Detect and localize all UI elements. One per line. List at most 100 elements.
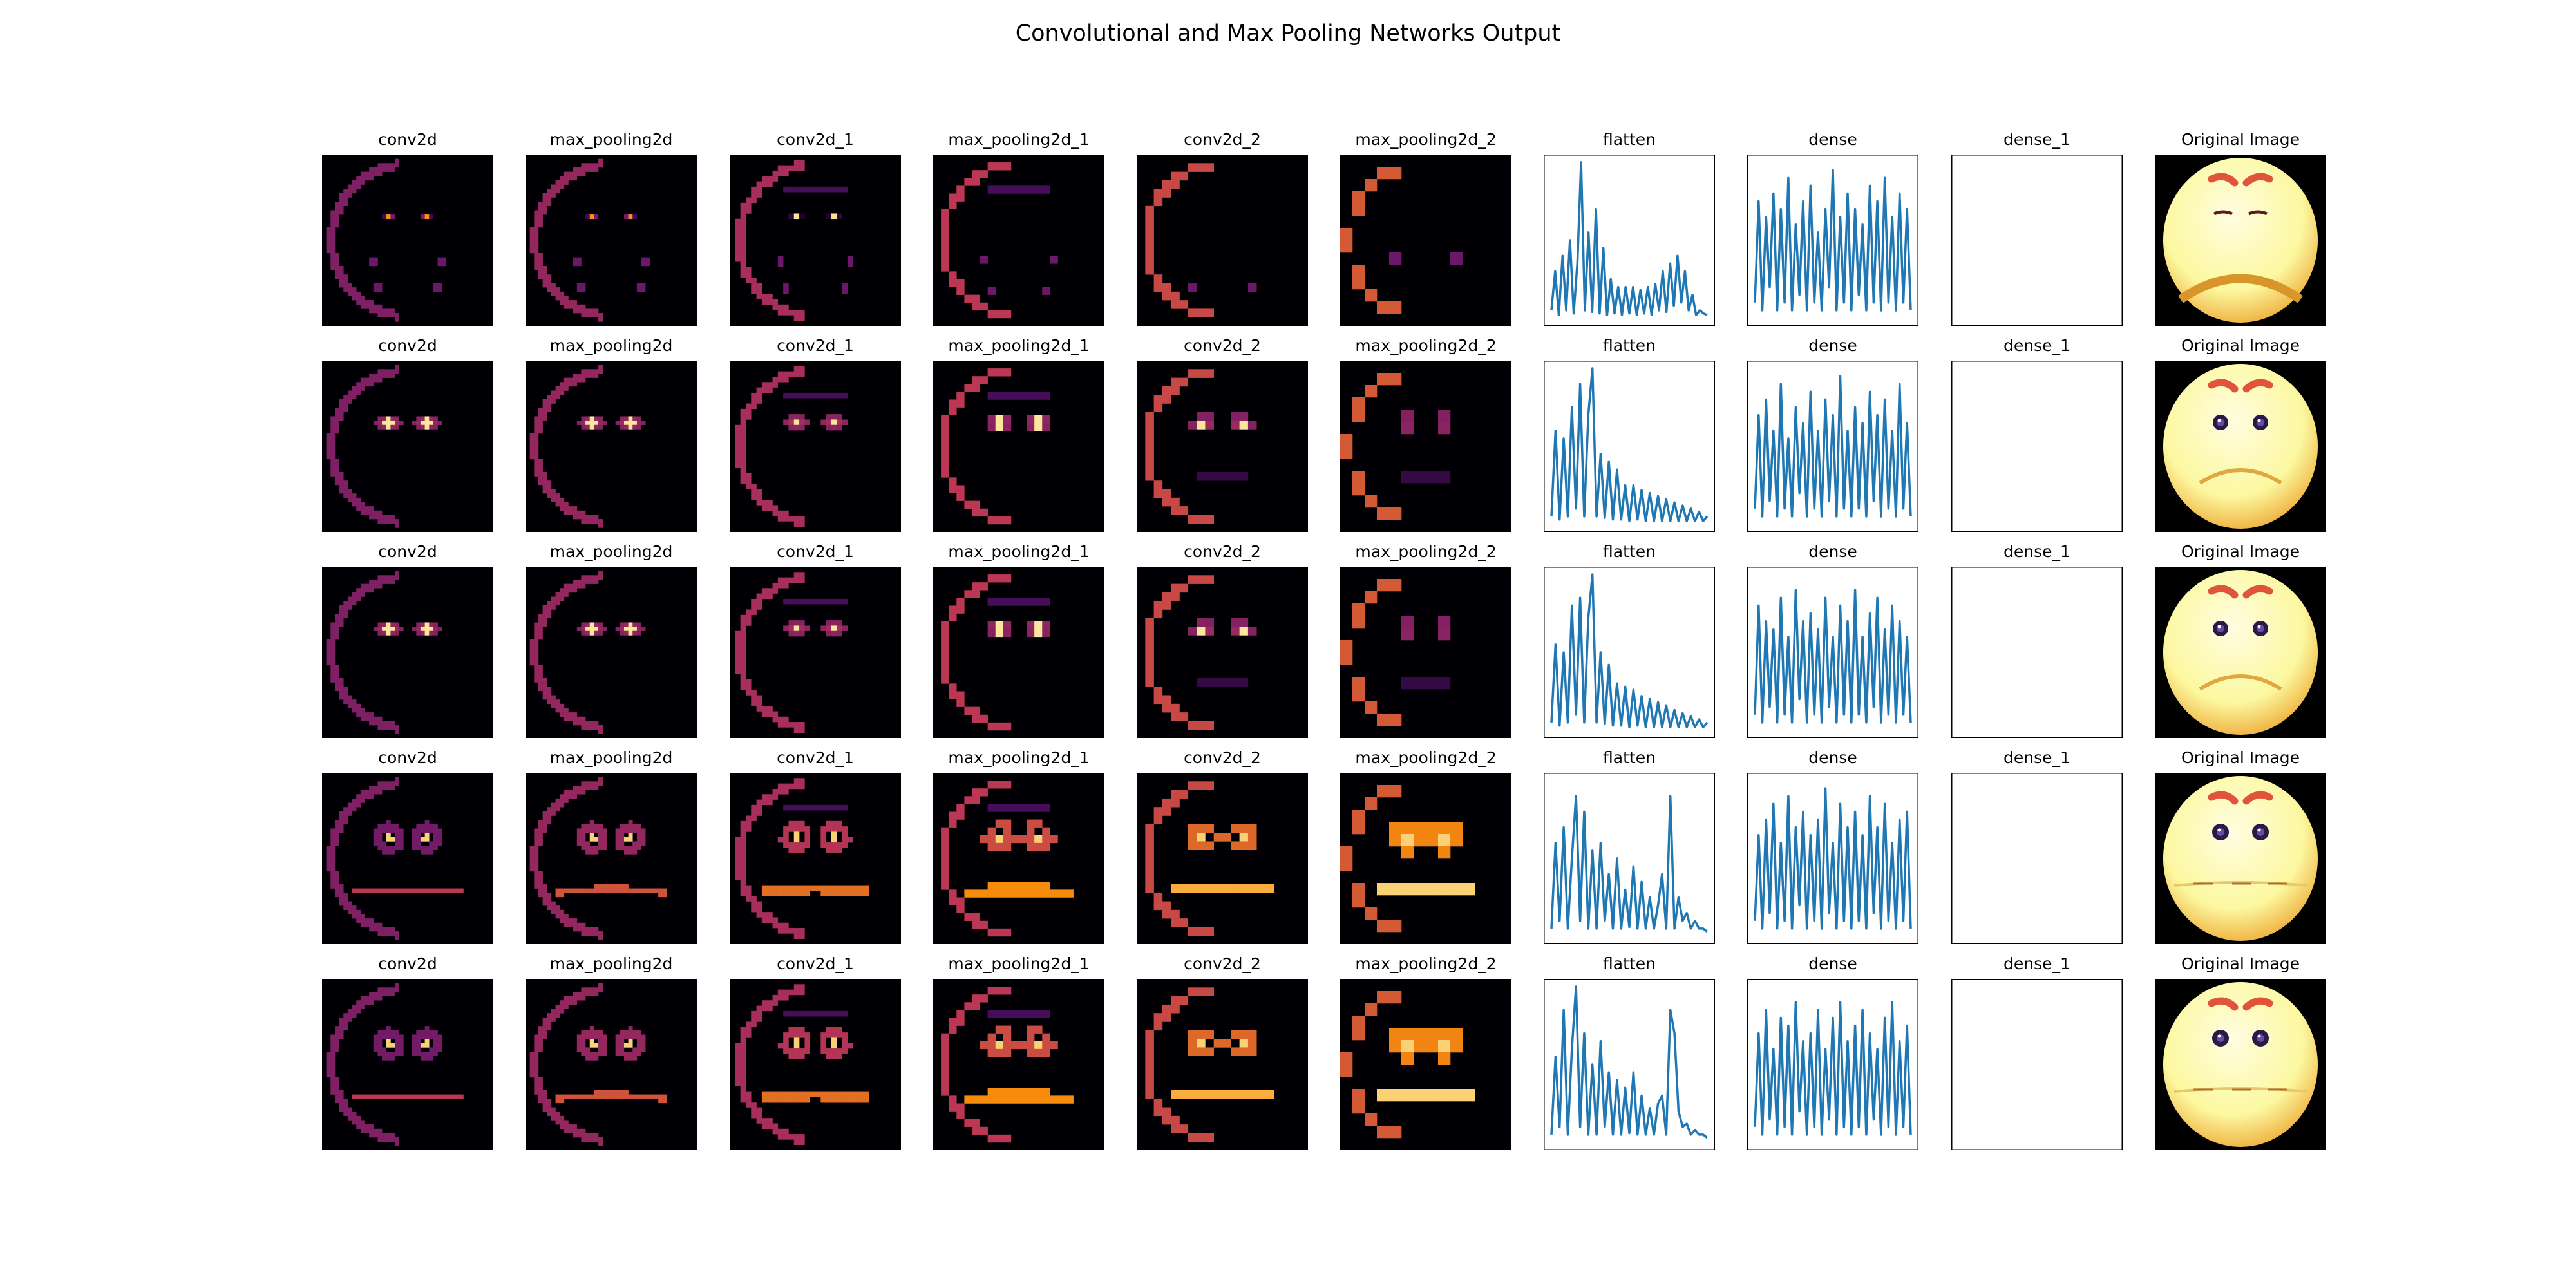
r4-c0-cell <box>339 1026 344 1031</box>
r1-c1-cell <box>560 382 565 387</box>
r4-c4-cell <box>1231 1047 1240 1056</box>
r4-c1-cell <box>534 1065 539 1069</box>
r4-c4-cell <box>1205 1090 1214 1099</box>
r3-c4-cell <box>1162 798 1171 808</box>
r3-c1-cell <box>581 888 586 893</box>
r3-c2-cell <box>735 874 741 880</box>
r3-c1-cell <box>542 884 547 889</box>
r4-c0-cell <box>437 1034 442 1039</box>
r3-c1-cell <box>658 893 663 898</box>
r2-c1-cell <box>538 665 543 670</box>
r1-c3-cell <box>1003 392 1012 400</box>
r3-c2-cell <box>740 885 746 891</box>
r3-c0-cell <box>386 820 391 825</box>
r3-c0-cell <box>356 794 361 799</box>
r3-c4-cell <box>1145 849 1154 859</box>
r2-c0-cell <box>343 601 348 606</box>
r3-c1-cell <box>581 781 586 786</box>
r1-c1-cell <box>538 459 543 464</box>
r3-c3-cell <box>972 788 980 797</box>
r0-c3-cell <box>1019 185 1027 194</box>
r2-c1-cell <box>594 627 599 632</box>
r3-c1-cell <box>598 935 603 940</box>
r3-c7-line <box>1754 787 1912 930</box>
r4-c0-cell <box>334 1043 339 1048</box>
r3-c0-cell <box>386 837 391 842</box>
r4-c2-cell <box>826 1027 832 1033</box>
r4-c0-cell <box>356 1115 361 1121</box>
r4-c5-cell <box>1340 1065 1353 1077</box>
r2-c0-cell <box>360 583 365 589</box>
r4-c1-cell <box>611 1090 616 1095</box>
r3-c2-cell <box>745 820 752 827</box>
subplot-title: dense <box>1808 748 1857 767</box>
r4-c2-cell <box>831 1054 837 1059</box>
r0-c1-cell <box>589 167 594 172</box>
r2-c1-cell <box>594 725 599 730</box>
r3-c3-cell <box>1003 889 1012 898</box>
r3-c1-cell <box>576 790 582 795</box>
r2-c3-cell <box>956 699 965 707</box>
r4-c1-cell <box>542 1094 547 1099</box>
r3-c2-cell <box>826 804 832 811</box>
r3-c3-cell <box>1003 842 1012 851</box>
r2-c0-cell <box>377 622 383 627</box>
r4-c1-cell <box>564 1124 569 1130</box>
r2-c4-cell <box>1205 721 1214 730</box>
r2-c0-cell <box>339 687 344 692</box>
r3-c3-cell <box>1042 842 1050 851</box>
r4-c2-cell <box>735 1059 741 1065</box>
r3-c0-cell <box>352 914 357 919</box>
r2-c0-cell <box>382 630 387 636</box>
r2-c4-cell <box>1162 592 1171 601</box>
subplot-title: conv2d <box>378 954 437 973</box>
r0-c2-cell <box>777 304 784 310</box>
r3-c2-cell <box>826 885 832 891</box>
r3-c4-cell <box>1231 884 1240 893</box>
subplot-4-dense_1: dense_1 <box>1951 748 2123 944</box>
r2-c3-cell <box>995 574 1004 583</box>
r4-c1-cell <box>542 1103 547 1108</box>
r4-c2-cell <box>740 1070 746 1075</box>
r0-c4-cell <box>1188 283 1197 292</box>
r3-c2-cell <box>831 842 837 848</box>
r3-c0-cell <box>360 888 365 893</box>
r2-c1-cell <box>573 721 578 726</box>
r2-c4-cell <box>1145 635 1154 644</box>
r1-c5-cell <box>1414 471 1426 484</box>
r0-c1-cell <box>568 171 573 176</box>
r3-c0-cell <box>382 824 387 829</box>
r1-c4-cell <box>1222 471 1231 481</box>
r4-c2-cell <box>783 1134 789 1140</box>
r4-c0-cell <box>395 1137 399 1142</box>
r2-c0-cell <box>356 708 361 713</box>
r4-c0-cell <box>377 1030 383 1035</box>
r3-c2-cell <box>756 912 762 918</box>
r0-c0-cell <box>334 210 339 215</box>
r3-c2-cell <box>772 885 779 891</box>
r3-c2-cell <box>837 848 842 853</box>
r0-c0-cell <box>382 308 387 314</box>
r0-c1-cell <box>589 163 594 168</box>
r0-c0-cell <box>356 291 361 296</box>
r3-c1-cell <box>641 828 646 833</box>
r3-c1-cell <box>594 837 599 842</box>
r3-c2-cell <box>793 783 800 790</box>
r1-c3-cell <box>1027 415 1035 424</box>
r1-c3-cell <box>995 516 1004 525</box>
r4-c1-cell <box>662 1099 667 1104</box>
r4-c0-cell <box>420 1034 425 1039</box>
r2-c1-cell <box>534 630 539 636</box>
r0-c0-cell <box>382 163 387 168</box>
r1-c1-cell <box>529 450 535 455</box>
r4-c0-cell <box>390 987 395 992</box>
r3-c2-cell <box>740 842 746 848</box>
r3-c2-cell <box>783 826 789 832</box>
r0-c1-cell <box>576 257 582 262</box>
r4-c1-cell <box>564 1128 569 1133</box>
r3-c2-cell <box>745 826 752 832</box>
r4-c2-cell <box>847 1043 853 1049</box>
r0-c2-cell <box>772 176 779 182</box>
r4-c1-cell <box>620 1034 625 1039</box>
r3-c0-cell <box>416 824 421 829</box>
